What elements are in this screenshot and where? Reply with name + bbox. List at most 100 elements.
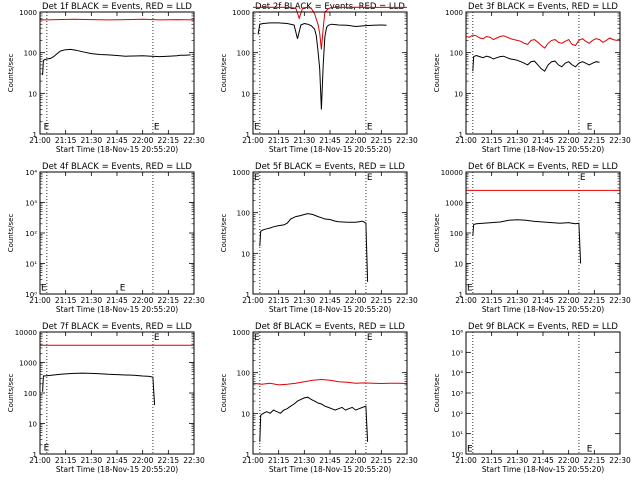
x-tick-label: 22:15 xyxy=(371,296,393,305)
x-tick-label: 21:30 xyxy=(294,296,316,305)
y-axis-label: Counts/sec xyxy=(220,374,228,413)
y-tick-label: 10³ xyxy=(451,390,463,398)
chart-title: Det 9f BLACK = Events, RED = LLD xyxy=(468,322,618,332)
y-axis-label: Counts/sec xyxy=(433,374,441,413)
chart-title: Det 3f BLACK = Events, RED = LLD xyxy=(468,2,618,12)
x-tick-label: 22:00 xyxy=(132,296,154,305)
x-tick-label: 22:30 xyxy=(396,456,418,465)
chart-panel-9: Det 9f BLACK = Events, RED = LLD 21:00 21:… xyxy=(433,322,631,474)
e-marker: E xyxy=(154,122,160,132)
x-tick-label: 22:15 xyxy=(371,456,393,465)
e-marker: E xyxy=(120,284,126,294)
e-marker: E xyxy=(367,173,373,183)
x-tick-label: 21:45 xyxy=(319,456,341,465)
series-events xyxy=(472,54,600,72)
x-tick-label: 21:00 xyxy=(29,456,51,465)
chart-title: Det 8f BLACK = Events, RED = LLD xyxy=(255,322,405,332)
x-tick-label: 22:30 xyxy=(609,136,631,145)
x-tick-label: 21:30 xyxy=(81,136,103,145)
x-tick-label: 21:30 xyxy=(294,136,316,145)
x-axis-label: Start Time (18-Nov-15 20:55:20) xyxy=(269,465,391,474)
y-tick-label: 10 xyxy=(241,90,250,98)
e-marker: E xyxy=(467,284,473,294)
x-axis-label: Start Time (18-Nov-15 20:55:20) xyxy=(482,145,604,154)
y-axis-label: Counts/sec xyxy=(220,214,228,253)
e-marker: E xyxy=(41,284,47,294)
x-axis-label: Start Time (18-Nov-15 20:55:20) xyxy=(56,465,178,474)
x-tick-label: 22:30 xyxy=(609,296,631,305)
y-tick-label: 10 xyxy=(454,90,463,98)
chart-panel-7: Det 7f BLACK = Events, RED = LLD 21:00 21:… xyxy=(7,322,205,474)
chart-title: Det 4f BLACK = Events, RED = LLD xyxy=(42,162,192,172)
x-tick-label: 22:00 xyxy=(345,456,367,465)
plot-frame xyxy=(39,171,195,295)
y-tick-label: 1000 xyxy=(232,169,250,177)
x-tick-label: 21:30 xyxy=(81,456,103,465)
series-events xyxy=(472,219,582,264)
series-events xyxy=(42,48,191,76)
chart-title: Det 2f BLACK = Events, RED = LLD xyxy=(255,2,405,12)
x-tick-label: 22:15 xyxy=(158,296,180,305)
e-marker: E xyxy=(367,122,373,132)
x-tick-label: 21:45 xyxy=(532,456,554,465)
y-tick-label: 10 xyxy=(28,90,37,98)
chart-title: Det 6f BLACK = Events, RED = LLD xyxy=(468,162,618,172)
x-axis-label: Start Time (18-Nov-15 20:55:20) xyxy=(56,305,178,314)
y-tick-label: 10² xyxy=(25,230,37,238)
x-tick-label: 21:15 xyxy=(481,296,503,305)
y-tick-label: 1000 xyxy=(19,360,37,368)
series-lld xyxy=(39,18,195,21)
e-marker: E xyxy=(367,333,373,343)
x-tick-label: 21:00 xyxy=(29,296,51,305)
plot-frame xyxy=(465,11,621,135)
plot-frame xyxy=(252,171,408,295)
y-axis-label: Counts/sec xyxy=(7,54,15,93)
y-tick-label: 1 xyxy=(246,131,250,139)
x-tick-label: 22:00 xyxy=(558,136,580,145)
y-tick-label: 100 xyxy=(237,370,250,378)
y-tick-label: 10⁰ xyxy=(25,291,37,299)
x-tick-label: 21:00 xyxy=(29,136,51,145)
x-axis-label: Start Time (18-Nov-15 20:55:20) xyxy=(56,145,178,154)
plot-frame xyxy=(465,171,621,295)
x-tick-label: 22:30 xyxy=(183,296,205,305)
x-tick-label: 22:00 xyxy=(558,456,580,465)
y-tick-label: 1 xyxy=(246,291,250,299)
x-tick-label: 22:00 xyxy=(558,296,580,305)
x-axis-label: Start Time (18-Nov-15 20:55:20) xyxy=(482,465,604,474)
y-tick-label: 10 xyxy=(241,410,250,418)
y-tick-label: 1000 xyxy=(232,9,250,17)
series-lld xyxy=(252,378,408,386)
chart-panel-4: Det 4f BLACK = Events, RED = LLD 21:00 21:… xyxy=(7,162,205,314)
x-tick-label: 21:15 xyxy=(268,296,290,305)
x-tick-label: 22:00 xyxy=(132,136,154,145)
y-tick-label: 1 xyxy=(33,131,37,139)
x-tick-label: 21:45 xyxy=(319,296,341,305)
y-tick-label: 1 xyxy=(459,131,463,139)
e-marker: E xyxy=(587,445,593,455)
x-tick-label: 21:45 xyxy=(106,456,128,465)
x-tick-label: 21:15 xyxy=(268,456,290,465)
plot-frame xyxy=(465,331,621,455)
x-tick-label: 21:00 xyxy=(242,296,264,305)
x-tick-label: 21:15 xyxy=(268,136,290,145)
y-tick-label: 10000 xyxy=(15,329,37,337)
x-tick-label: 21:00 xyxy=(242,456,264,465)
x-tick-label: 21:00 xyxy=(455,136,477,145)
x-axis-label: Start Time (18-Nov-15 20:55:20) xyxy=(269,305,391,314)
x-tick-label: 21:30 xyxy=(507,136,529,145)
x-tick-label: 21:15 xyxy=(55,136,77,145)
y-tick-label: 1 xyxy=(33,451,37,459)
x-tick-label: 22:15 xyxy=(371,136,393,145)
e-marker: E xyxy=(44,444,50,454)
e-marker: E xyxy=(254,333,260,343)
y-tick-label: 10000 xyxy=(441,169,463,177)
y-axis-label: Counts/sec xyxy=(433,54,441,93)
x-axis-label: Start Time (18-Nov-15 20:55:20) xyxy=(482,305,604,314)
chart-panel-3: Det 3f BLACK = Events, RED = LLD 21:00 21:… xyxy=(433,2,631,154)
plot-frame xyxy=(252,11,408,135)
chart-panel-5: Det 5f BLACK = Events, RED = LLD 21:00 21:… xyxy=(220,162,418,314)
x-tick-label: 22:00 xyxy=(345,136,367,145)
x-tick-label: 21:00 xyxy=(455,296,477,305)
x-tick-label: 22:15 xyxy=(584,296,606,305)
